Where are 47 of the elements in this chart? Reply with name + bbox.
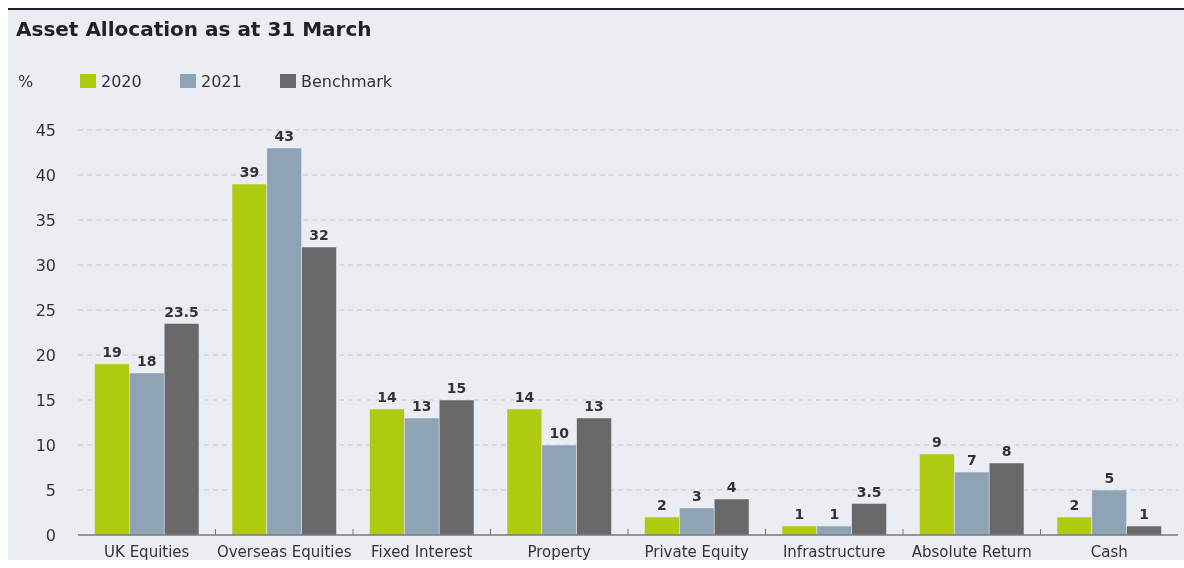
data-label: 2 [1069, 497, 1080, 513]
x-tick-label: Private Equity [644, 543, 750, 561]
data-label: 3.5 [856, 483, 882, 500]
data-label: 3 [691, 488, 702, 504]
chart-title: Asset Allocation as at 31 March [16, 17, 372, 41]
data-label: 5 [1104, 470, 1115, 486]
x-tick-label: UK Equities [104, 543, 190, 561]
data-label: 19 [102, 344, 122, 360]
data-label: 8 [1001, 443, 1012, 459]
legend-label: 2021 [201, 72, 242, 91]
data-label: 10 [549, 425, 570, 441]
y-tick-label: 20 [35, 345, 56, 365]
x-tick-label: Absolute Return [911, 543, 1032, 561]
x-tick-label: Fixed Interest [371, 543, 473, 561]
data-label: 18 [137, 353, 157, 369]
data-label: 13 [584, 398, 604, 414]
y-tick-label: 40 [35, 165, 56, 185]
data-label: 1 [829, 506, 840, 522]
data-label: 2 [657, 497, 667, 513]
data-label: 9 [932, 434, 942, 450]
data-label: 43 [274, 128, 294, 144]
data-label: 14 [377, 389, 397, 405]
x-tick-label: Overseas Equities [216, 543, 352, 561]
data-label: 32 [309, 227, 329, 243]
y-tick-label: 30 [35, 255, 56, 275]
y-tick-label: 0 [45, 525, 56, 545]
data-label: 39 [239, 164, 260, 180]
y-tick-label: 10 [35, 435, 56, 455]
y-axis-title: % [18, 72, 34, 91]
y-tick-label: 25 [35, 300, 56, 320]
y-tick-label: 35 [35, 210, 56, 230]
y-tick-label: 15 [35, 390, 56, 410]
x-tick-label: Cash [1090, 543, 1128, 561]
data-label: 4 [726, 479, 737, 495]
y-tick-label: 5 [45, 480, 56, 500]
data-label: 14 [514, 389, 535, 405]
data-label: 23.5 [164, 303, 199, 320]
data-label: 7 [966, 452, 977, 468]
legend-label: 2020 [101, 72, 142, 91]
data-label: 15 [446, 380, 467, 396]
x-tick-label: Property [527, 543, 592, 561]
y-tick-label: 45 [35, 120, 56, 140]
legend-label: Benchmark [301, 72, 393, 91]
x-tick-label: Infrastructure [782, 543, 886, 561]
data-label: 13 [412, 398, 432, 414]
data-label: 1 [794, 506, 805, 522]
data-label: 1 [1139, 506, 1149, 522]
